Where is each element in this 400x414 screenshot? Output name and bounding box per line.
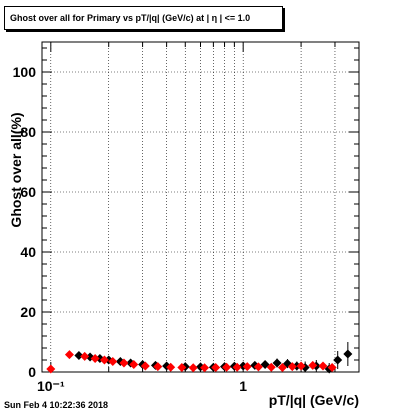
y-tick-label: 20 [20, 304, 36, 320]
data-point [327, 363, 337, 372]
data-point [177, 363, 187, 372]
data-point [222, 362, 232, 372]
y-tick-label: 80 [20, 124, 36, 140]
data-point [232, 362, 242, 372]
x-axis-title: pT/|q| (GeV/c) [269, 392, 359, 408]
data-point [211, 363, 221, 372]
data-point [333, 355, 343, 365]
data-point [64, 350, 74, 360]
x-tick-label: 1 [239, 378, 247, 394]
data-point [343, 349, 353, 359]
data-point [296, 361, 306, 371]
grid [41, 42, 360, 373]
data-point [272, 358, 282, 368]
data-point [74, 351, 84, 360]
data-point [188, 363, 198, 373]
data-point [140, 361, 150, 371]
data-point [80, 351, 90, 361]
data-point [318, 361, 328, 371]
data-point [308, 360, 318, 370]
data-point [90, 354, 100, 363]
y-tick-label: 100 [13, 64, 37, 80]
data-point [153, 362, 163, 372]
data-point [129, 360, 139, 369]
data-point [46, 364, 56, 374]
data-point [200, 363, 210, 373]
data-point [119, 358, 129, 368]
axis-ticks [41, 42, 360, 373]
data-point [166, 362, 176, 372]
chart-title: Ghost over all for Primary vs pT/|q| (Ge… [4, 6, 283, 30]
data-point [287, 362, 297, 372]
series [46, 350, 337, 374]
y-axis-title: Ghost over all(%) [8, 112, 24, 227]
data-point [99, 355, 109, 365]
data-point [253, 362, 263, 372]
timestamp: Sun Feb 4 10:22:36 2018 [4, 400, 109, 410]
data-point [277, 363, 287, 372]
y-tick-label: 40 [20, 244, 36, 260]
data-point [266, 362, 276, 372]
data-series [46, 342, 353, 374]
y-tick-label: 60 [20, 184, 36, 200]
data-point [242, 362, 252, 372]
data-point [250, 360, 260, 370]
data-point [108, 357, 118, 366]
tick-labels: 0 20 40 60 80 100 10⁻¹ 1 [13, 64, 248, 394]
y-tick-label: 0 [28, 364, 36, 380]
x-tick-label: 10⁻¹ [37, 378, 65, 394]
